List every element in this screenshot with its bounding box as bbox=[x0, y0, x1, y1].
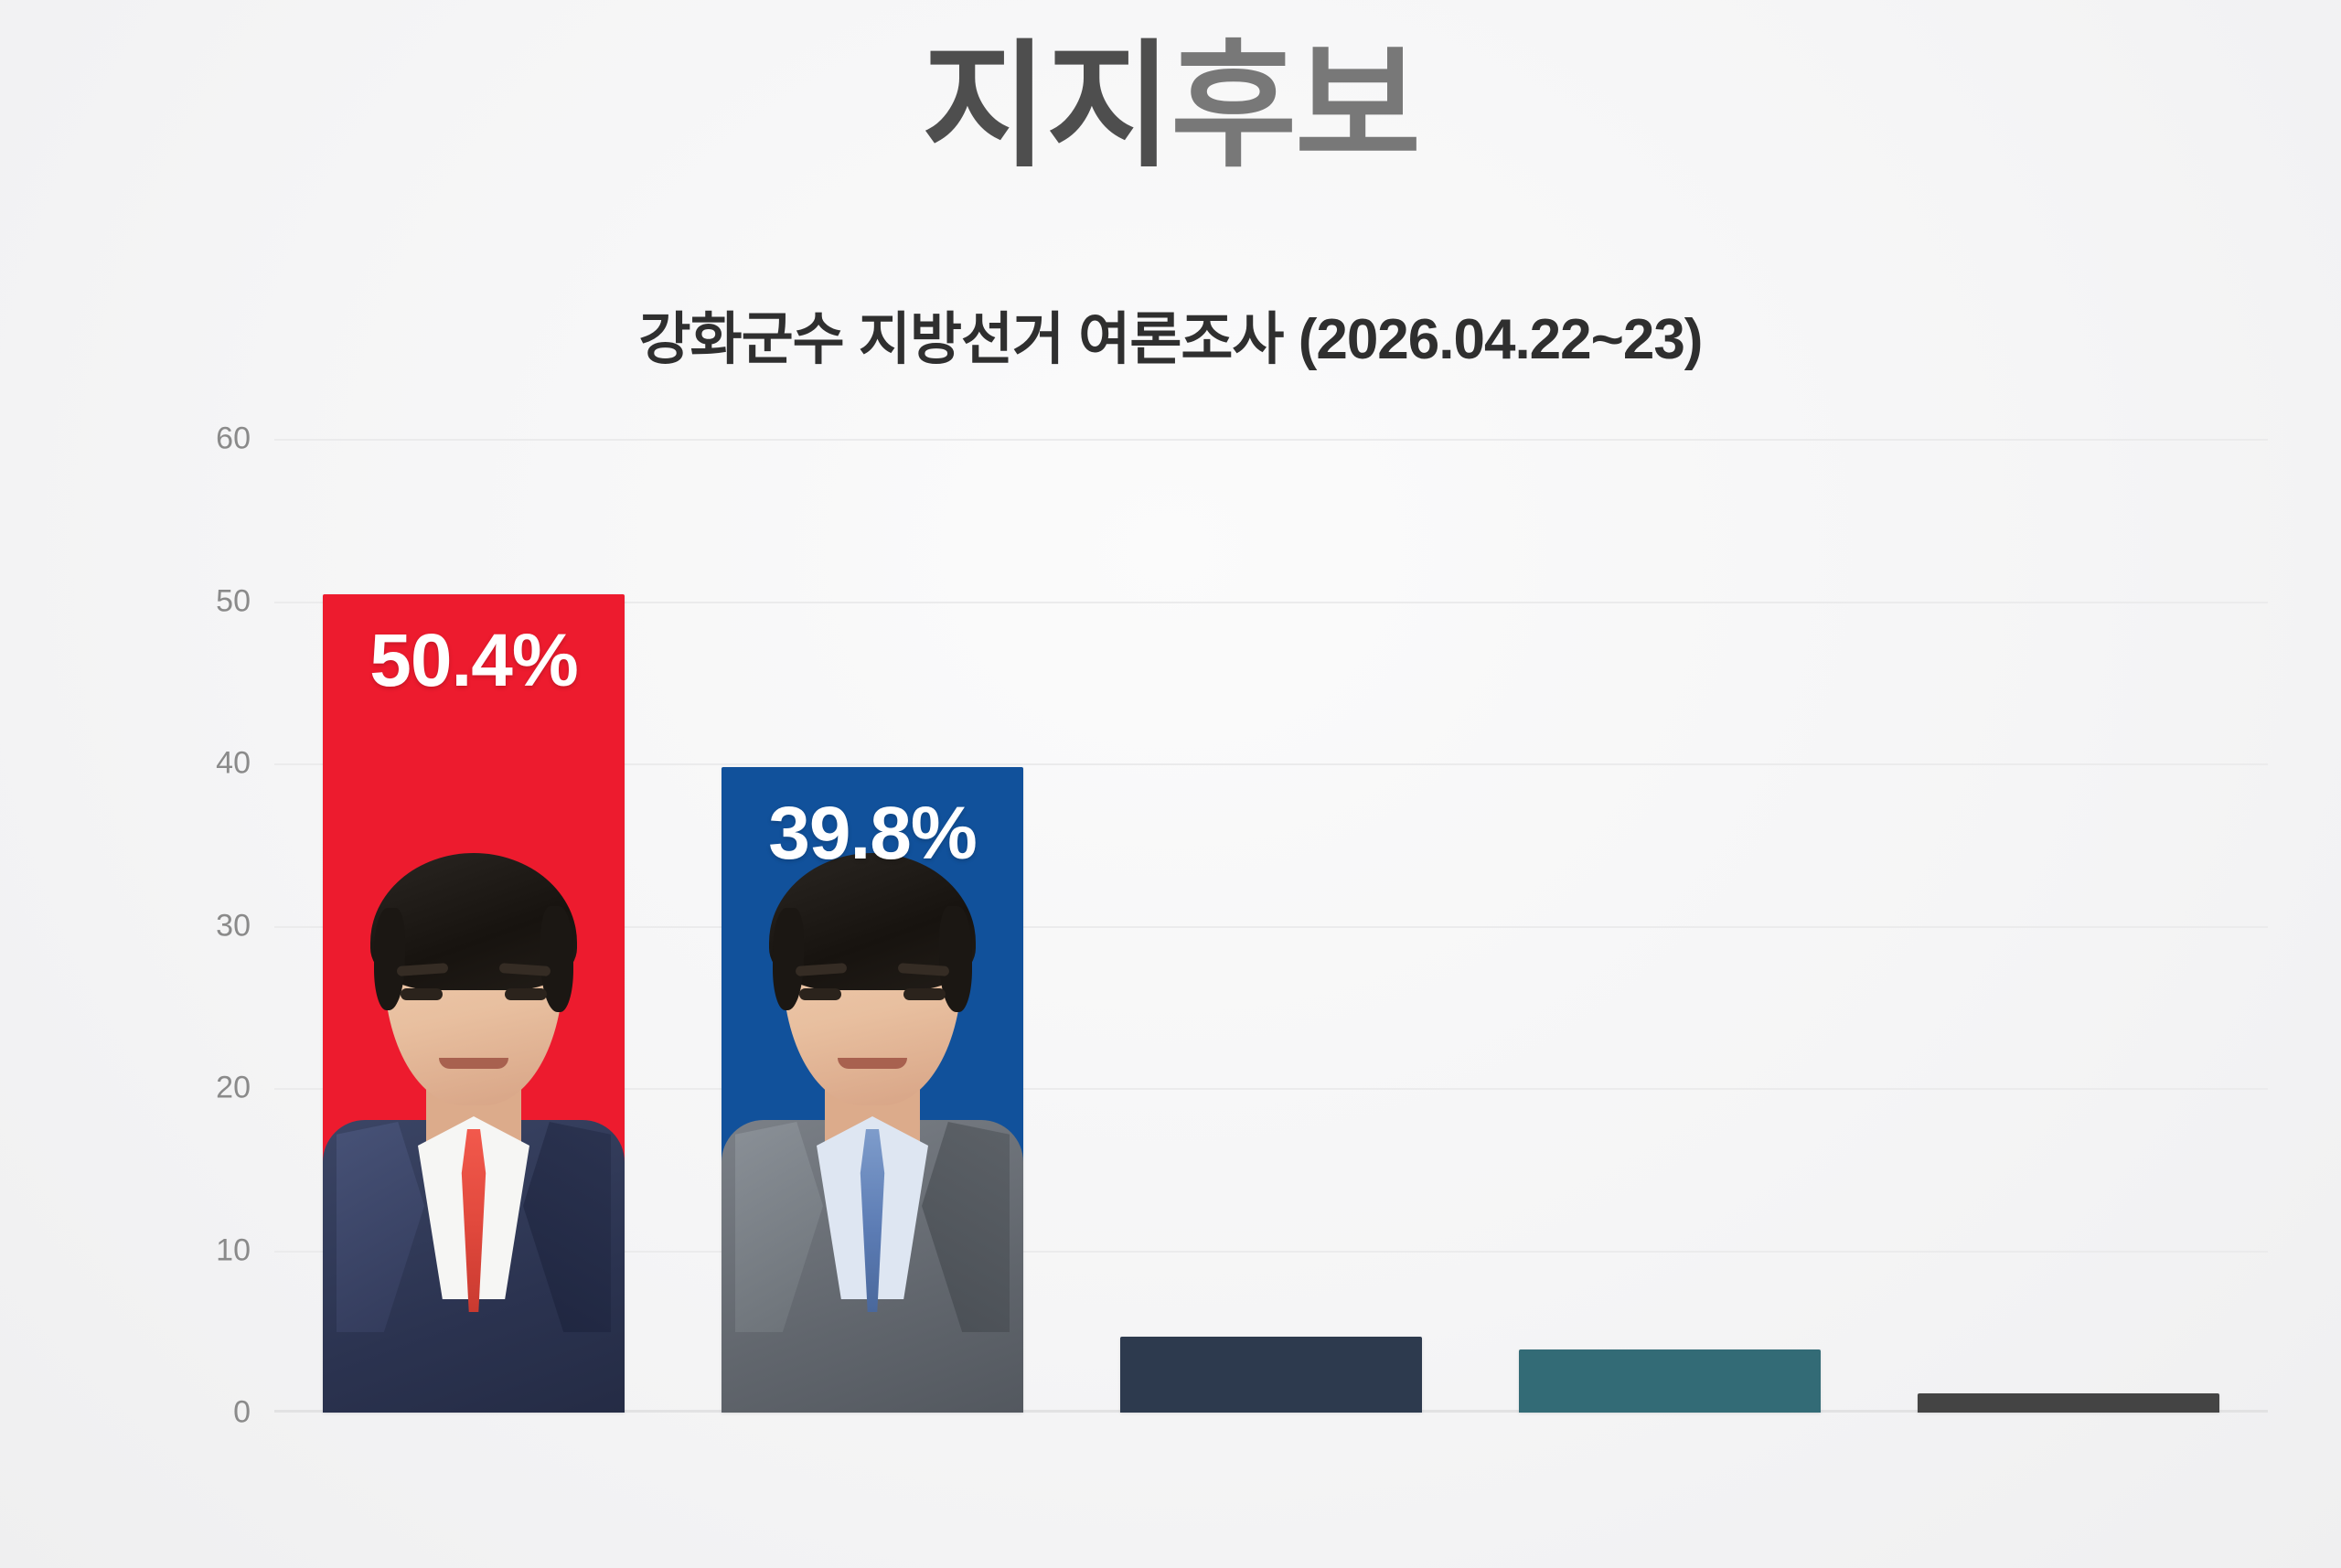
page-title: 지지후보 bbox=[0, 34, 2341, 179]
candidate-photo bbox=[323, 827, 625, 1413]
gridline-60 bbox=[274, 439, 2268, 441]
bar-value-label: 50.4% bbox=[369, 619, 579, 703]
y-axis-tick-10: 10 bbox=[216, 1232, 251, 1267]
bar-5: 1.2%기타후보 bbox=[1918, 1392, 2219, 1413]
y-axis-tick-30: 30 bbox=[216, 908, 251, 943]
gridline-50 bbox=[274, 601, 2268, 603]
bar-3: 4.7%잘모름 bbox=[1120, 1336, 1422, 1413]
bar-1: 50.4%국민의힘박용철 bbox=[323, 594, 625, 1413]
plot-area: 0 10 20 30 40 50 60 50.4%국민의힘박용철 39.8%더불어민주당한연희 4… bbox=[216, 421, 2268, 1430]
gridline-40 bbox=[274, 763, 2268, 765]
y-axis-tick-60: 60 bbox=[216, 421, 251, 456]
bar-value-label: 39.8% bbox=[768, 791, 978, 875]
y-axis-tick-0: 0 bbox=[233, 1394, 251, 1430]
chart-subtitle: 강화군수 지방선거 여론조사 (2026.04.22~23) bbox=[638, 308, 1704, 371]
y-axis-tick-20: 20 bbox=[216, 1070, 251, 1105]
gridline-30 bbox=[274, 925, 2268, 928]
bar-2: 39.8%더불어민주당한연희 bbox=[722, 766, 1023, 1413]
y-axis-tick-50: 50 bbox=[216, 583, 251, 618]
page-title-primary: 지지 bbox=[921, 29, 1172, 183]
title-block: 지지후보 bbox=[0, 34, 2341, 179]
gridline-20 bbox=[274, 1088, 2268, 1090]
bar-4: 3.9%없다 bbox=[1519, 1349, 1821, 1413]
gridline-10 bbox=[274, 1250, 2268, 1253]
candidate-photo bbox=[722, 827, 1023, 1413]
page-title-secondary: 후보 bbox=[1170, 29, 1421, 183]
y-axis-tick-40: 40 bbox=[216, 745, 251, 781]
